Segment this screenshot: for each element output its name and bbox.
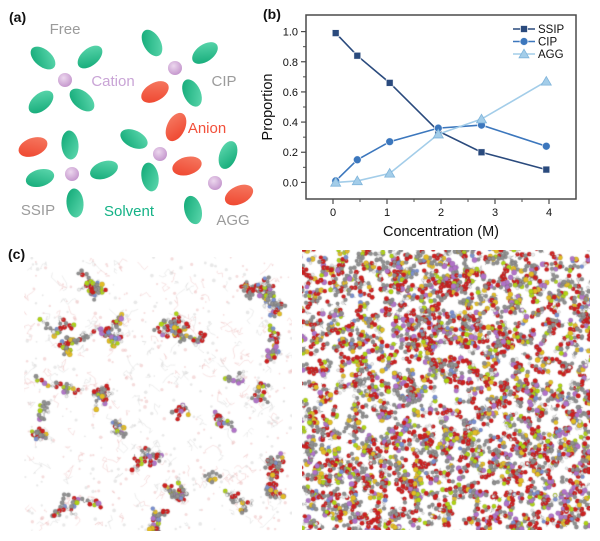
solvent-ellipse [77,45,103,69]
cip-cluster [141,29,218,107]
agg-cluster [120,112,254,225]
solvent-ellipse [66,188,84,218]
y-tick-label: 0.8 [283,57,298,69]
x-axis-title: Concentration (M) [383,224,499,240]
legend-label-SSIP: SSIP [538,24,565,36]
legend-entry-CIP: CIP [513,37,558,49]
legend-label-CIP: CIP [538,37,558,49]
series-marker-SSIP [385,78,394,87]
cation-sphere [65,167,79,181]
series-line-CIP [335,124,547,182]
solvent-ellipse [183,195,203,225]
solvent-ellipse [192,42,218,64]
solvent-label: Solvent [104,203,155,220]
series-marker-SSIP [477,148,486,157]
solvent-ellipse [90,160,118,180]
anion-ellipse [141,81,169,103]
x-tick-label: 2 [438,207,444,219]
series-marker-CIP [541,141,551,151]
series-SSIP [331,29,551,174]
legend-label-AGG: AGG [538,49,564,61]
anion-label: Anion [188,120,226,137]
free-label: Free [50,21,81,38]
anion-ellipse [172,156,202,176]
panel-a-label: (a) [9,9,27,25]
solvent-ellipse [120,129,148,149]
series-CIP [331,120,551,186]
ssip-cluster [18,130,118,218]
solvent-ellipse [141,162,159,192]
solvation-schematic: Free Cation CIP Anion SSIP Solvent AGG [18,21,254,229]
x-tick-label: 3 [492,207,498,219]
free-cation-cluster [28,45,103,114]
anion-ellipse [224,184,254,206]
solvent-ellipse [182,79,202,107]
series-marker-AGG [351,175,363,186]
series-marker-SSIP [353,51,362,60]
series-marker-SSIP [520,25,528,33]
y-tick-label: 0.2 [283,147,298,159]
series-line-AGG [335,80,547,184]
series-marker-AGG [384,167,396,178]
solvent-ellipse [141,29,163,57]
cation-label: Cation [91,73,134,90]
series-marker-AGG [432,128,444,139]
agg-label: AGG [216,212,249,229]
anion-ellipse [165,112,187,142]
legend-entry-AGG: AGG [513,48,564,61]
cation-sphere [168,61,182,75]
series-AGG [330,75,552,187]
y-axis-title: Proportion [260,74,276,141]
solvent-ellipse [28,90,54,114]
x-tick-label: 0 [330,207,336,219]
ssip-label: SSIP [21,202,55,219]
legend-entry-SSIP: SSIP [513,24,565,36]
series-marker-AGG [518,48,530,59]
cation-sphere [58,73,72,87]
proportion-chart: 0 1 2 3 4 0.0 0.2 0.4 0.6 0.8 1.0 Concentration (M)… [260,14,577,240]
anion-ellipse [18,137,48,157]
y-tick-label: 0.6 [283,87,298,99]
series-marker-CIP [385,137,395,147]
panel-b-label: (b) [263,6,281,22]
x-tick-label: 4 [546,207,552,219]
series-marker-AGG [475,113,488,124]
md-snapshot-dilute [24,257,292,531]
cip-label: CIP [211,73,236,90]
solvent-ellipse [30,46,56,70]
solvent-ellipse [61,130,79,160]
solvent-ellipse [218,141,238,169]
solvent-ellipse [69,88,95,112]
y-tick-label: 0.0 [283,177,298,189]
cation-sphere [153,147,167,161]
series-marker-SSIP [542,165,551,174]
series-marker-AGG [330,176,342,187]
md-snapshot-concentrated [302,250,590,530]
panel-c-label: (c) [8,246,26,262]
series-marker-CIP [519,37,529,46]
y-tick-label: 0.4 [283,117,298,129]
cation-sphere [208,176,222,190]
series-marker-SSIP [331,29,340,37]
x-tick-label: 1 [384,207,390,219]
series-marker-CIP [352,155,362,165]
series-marker-AGG [540,75,552,86]
solvent-ellipse [25,168,55,188]
y-tick-label: 1.0 [283,27,298,39]
